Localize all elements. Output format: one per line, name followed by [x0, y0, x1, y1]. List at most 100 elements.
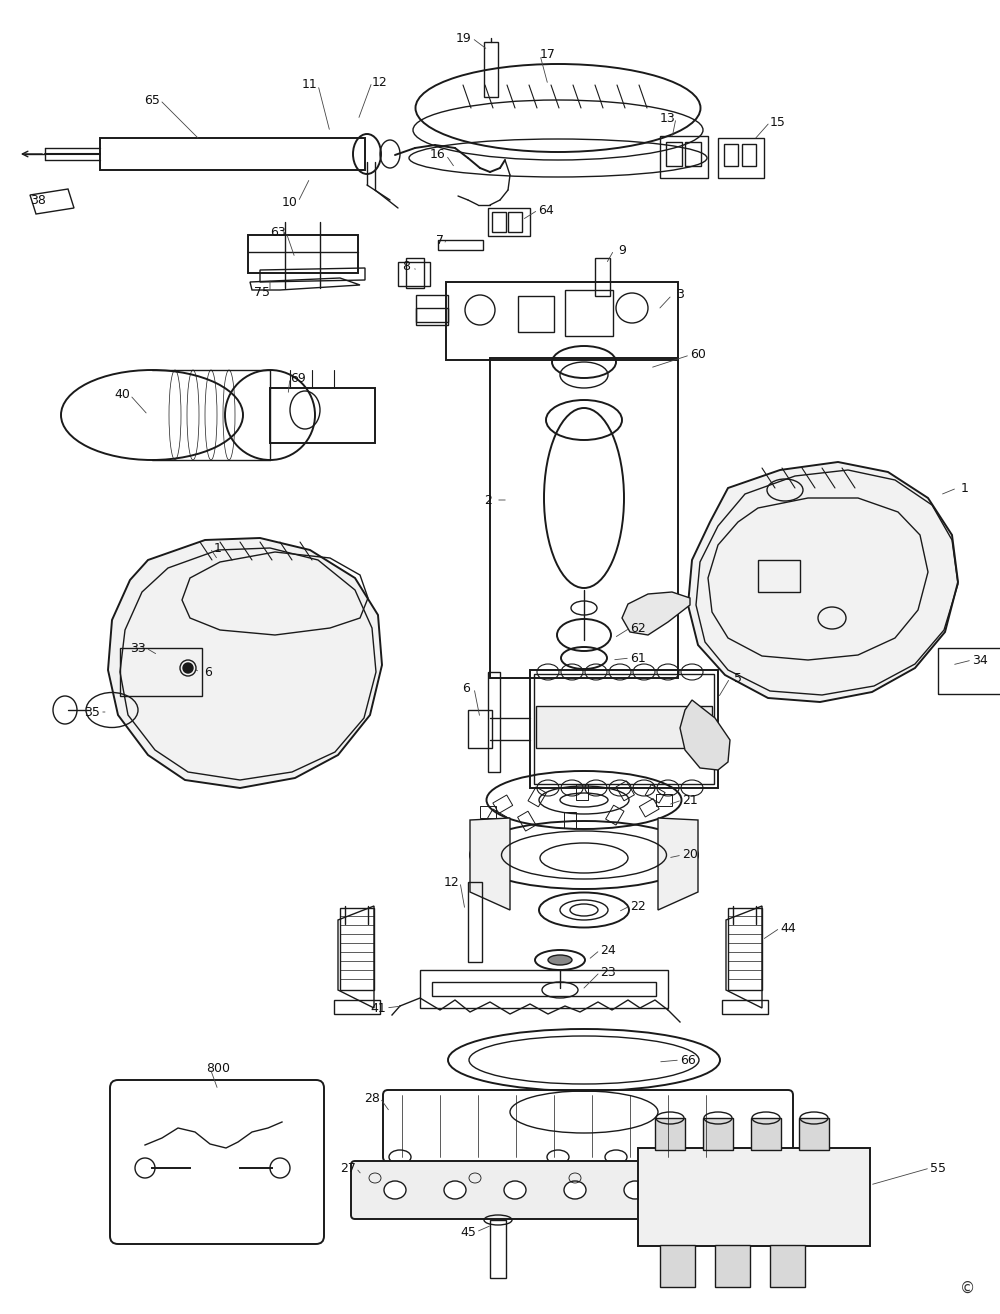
- Text: 34: 34: [972, 653, 988, 666]
- Bar: [528, 787, 546, 807]
- Bar: [398, 261, 430, 286]
- FancyBboxPatch shape: [351, 1162, 827, 1219]
- Text: 1: 1: [214, 541, 222, 555]
- Bar: [660, 1244, 695, 1286]
- Text: 16: 16: [430, 148, 446, 162]
- Text: 19: 19: [456, 32, 472, 45]
- Text: 3: 3: [676, 289, 684, 301]
- Bar: [655, 1118, 685, 1150]
- Bar: [416, 307, 448, 322]
- Text: 38: 38: [30, 193, 46, 206]
- Bar: [490, 357, 678, 678]
- Bar: [468, 882, 482, 962]
- Polygon shape: [470, 819, 510, 911]
- Text: 2: 2: [484, 494, 492, 506]
- Text: 6: 6: [462, 682, 470, 695]
- Ellipse shape: [548, 955, 572, 964]
- Bar: [685, 142, 701, 166]
- Text: 15: 15: [770, 116, 786, 129]
- Bar: [656, 794, 672, 805]
- Bar: [490, 1219, 506, 1279]
- Text: 13: 13: [660, 112, 676, 125]
- Bar: [484, 42, 498, 97]
- Bar: [638, 1148, 870, 1246]
- Bar: [340, 908, 374, 989]
- Ellipse shape: [504, 1181, 526, 1198]
- Text: 17: 17: [540, 49, 556, 62]
- Polygon shape: [622, 593, 690, 635]
- Bar: [565, 290, 613, 336]
- Text: 1: 1: [961, 481, 969, 494]
- Text: 28: 28: [364, 1092, 380, 1105]
- Bar: [703, 1118, 733, 1150]
- Bar: [645, 784, 665, 803]
- Bar: [334, 1000, 380, 1014]
- Bar: [518, 811, 536, 830]
- Text: 66: 66: [680, 1054, 696, 1067]
- Text: 9: 9: [618, 243, 626, 256]
- Bar: [432, 982, 656, 996]
- Circle shape: [183, 664, 193, 673]
- Bar: [530, 670, 718, 788]
- Text: 5: 5: [734, 671, 742, 685]
- Text: 21: 21: [682, 794, 698, 807]
- Bar: [564, 812, 576, 828]
- Bar: [536, 706, 712, 748]
- Polygon shape: [108, 537, 382, 788]
- Bar: [416, 296, 448, 325]
- Bar: [420, 970, 668, 1008]
- Text: 69: 69: [290, 372, 306, 385]
- Bar: [616, 781, 634, 800]
- Bar: [518, 296, 554, 332]
- Polygon shape: [658, 819, 698, 911]
- Bar: [508, 212, 522, 233]
- Bar: [770, 1244, 805, 1286]
- Bar: [487, 809, 507, 828]
- Text: 64: 64: [538, 204, 554, 217]
- Bar: [742, 145, 756, 166]
- Text: 12: 12: [444, 875, 460, 888]
- Text: 10: 10: [282, 196, 298, 209]
- Bar: [606, 805, 624, 825]
- Text: 75: 75: [254, 285, 270, 298]
- Bar: [248, 235, 358, 273]
- Bar: [480, 805, 496, 819]
- Text: 62: 62: [630, 622, 646, 635]
- Bar: [100, 138, 365, 170]
- Text: 12: 12: [372, 75, 388, 88]
- Text: 8: 8: [402, 259, 410, 272]
- Bar: [639, 799, 659, 817]
- Bar: [666, 142, 682, 166]
- Bar: [468, 710, 492, 748]
- Bar: [120, 648, 202, 696]
- Bar: [406, 258, 424, 288]
- Bar: [576, 784, 588, 800]
- Text: 61: 61: [630, 652, 646, 665]
- Text: 11: 11: [302, 79, 318, 92]
- Text: 65: 65: [144, 93, 160, 106]
- Text: ©: ©: [960, 1281, 976, 1296]
- Text: 800: 800: [206, 1062, 230, 1075]
- Bar: [660, 137, 708, 177]
- Text: 24: 24: [600, 943, 616, 957]
- Text: 22: 22: [630, 900, 646, 912]
- Bar: [751, 1118, 781, 1150]
- Bar: [438, 240, 483, 250]
- Ellipse shape: [624, 1181, 646, 1198]
- Ellipse shape: [384, 1181, 406, 1198]
- Bar: [446, 283, 678, 360]
- Polygon shape: [680, 700, 730, 770]
- Text: 44: 44: [780, 921, 796, 934]
- Text: 20: 20: [682, 849, 698, 862]
- Bar: [799, 1118, 829, 1150]
- Bar: [758, 560, 800, 593]
- Ellipse shape: [564, 1181, 586, 1198]
- Text: 6: 6: [204, 665, 212, 678]
- Text: 60: 60: [690, 348, 706, 361]
- Text: 45: 45: [460, 1226, 476, 1239]
- Bar: [595, 258, 610, 296]
- Bar: [493, 795, 513, 813]
- Text: 7: 7: [436, 234, 444, 247]
- Bar: [722, 1000, 768, 1014]
- Bar: [728, 908, 762, 989]
